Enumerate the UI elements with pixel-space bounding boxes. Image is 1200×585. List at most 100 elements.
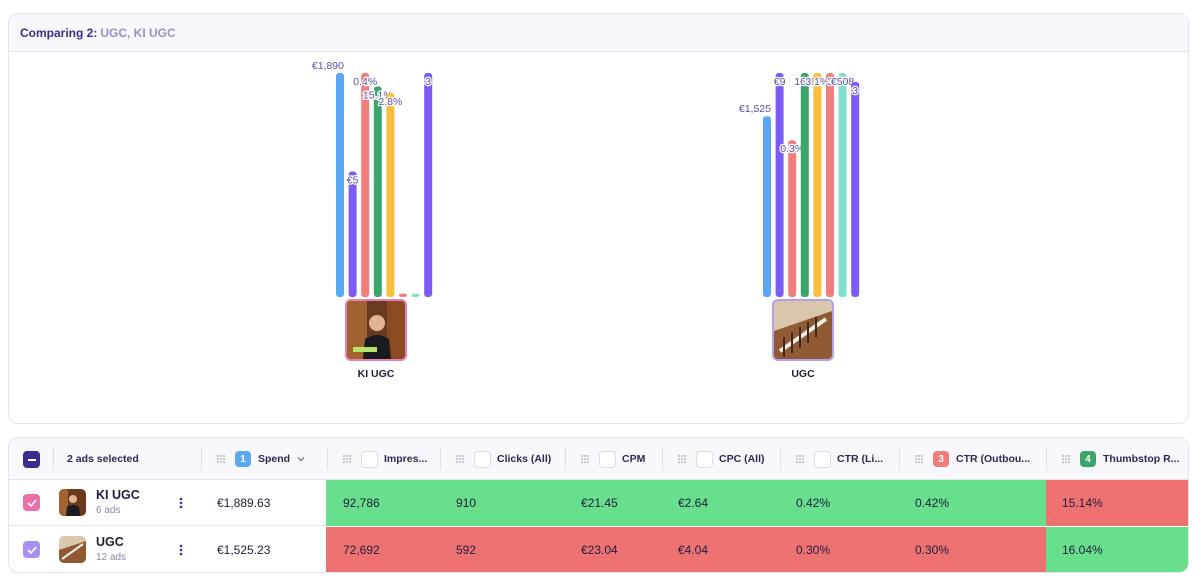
- cell-ctr-link: 0.30%: [796, 543, 831, 557]
- column-header-clicks[interactable]: Clicks (All): [455, 438, 551, 480]
- chart-bar[interactable]: [411, 293, 420, 297]
- chart-data-label: 16%: [794, 76, 815, 88]
- row-menu-button[interactable]: [173, 541, 189, 559]
- column-separator: [565, 448, 566, 470]
- chart-bar[interactable]: [800, 73, 809, 297]
- cell-ctr-link: 0.42%: [796, 496, 831, 510]
- cell-thumbstop: 16.04%: [1062, 543, 1103, 557]
- column-header-impressions[interactable]: Impres...: [342, 438, 427, 480]
- check-icon: [26, 498, 37, 507]
- ki-ugc-thumbnail[interactable]: [345, 299, 407, 361]
- chart-data-label: 15.1%: [363, 89, 393, 101]
- cell-cpc: €4.04: [678, 543, 709, 557]
- chart-bar[interactable]: [424, 73, 433, 297]
- cell-thumbstop: 15.14%: [1062, 496, 1103, 510]
- column-header-cpc[interactable]: CPC (All): [677, 438, 765, 480]
- cell-spend: €1,525.23: [217, 543, 271, 557]
- drag-handle-icon[interactable]: [795, 454, 805, 464]
- chart-bar[interactable]: [826, 73, 834, 297]
- chart-data-label: 3.1%: [805, 76, 829, 88]
- column-compare-checkbox[interactable]: [814, 450, 831, 468]
- column-separator: [53, 448, 54, 470]
- chart-bar[interactable]: [373, 86, 382, 297]
- row-checkbox[interactable]: [23, 541, 40, 558]
- drag-handle-icon[interactable]: [580, 454, 590, 464]
- column-separator: [1046, 448, 1047, 470]
- select-all-checkbox[interactable]: [23, 451, 40, 468]
- column-compare-checkbox[interactable]: [599, 450, 616, 468]
- drag-handle-icon[interactable]: [216, 454, 226, 464]
- comparison-panel: Comparing 2: UGC, KI UGC: [8, 13, 1189, 424]
- column-header-ctr-link[interactable]: CTR (Li...: [795, 438, 883, 480]
- ugc-thumbnail[interactable]: [772, 299, 834, 361]
- column-header-spend[interactable]: 1 Spend: [216, 438, 305, 480]
- column-separator: [327, 448, 328, 470]
- check-icon: [26, 545, 37, 554]
- column-header-ctr-outbound[interactable]: 3 CTR (Outbou...: [914, 438, 1030, 480]
- drag-handle-icon[interactable]: [1061, 454, 1071, 464]
- cell-clicks: 592: [456, 543, 477, 557]
- row-checkbox[interactable]: [23, 494, 40, 511]
- selected-count: 2 ads selected: [67, 453, 139, 465]
- column-compare-checkbox[interactable]: [474, 450, 491, 468]
- metric-highlight-good: [326, 480, 1046, 526]
- chart-bar[interactable]: [763, 116, 771, 298]
- metric-highlight-bad: [326, 527, 1046, 572]
- column-separator: [201, 448, 202, 470]
- ad-count: 6 ads: [96, 505, 121, 516]
- drag-handle-icon[interactable]: [914, 454, 924, 464]
- table-row[interactable]: KI UGC 6 ads €1,889.63 92,786 910 €21.45…: [9, 480, 1188, 526]
- sort-desc-icon[interactable]: [297, 455, 305, 463]
- chart-bar[interactable]: [838, 73, 847, 297]
- chart-data-label: 3: [827, 76, 833, 88]
- chart-bar[interactable]: [399, 293, 407, 297]
- chart-bar[interactable]: [348, 171, 357, 297]
- chart-data-label: 0.4%: [353, 76, 377, 88]
- chart-bar[interactable]: [851, 81, 860, 298]
- metric-highlight-good: [1046, 527, 1188, 572]
- chart-data-label: 3: [852, 85, 858, 97]
- table-row[interactable]: UGC 12 ads €1,525.23 72,692 592 €23.04 €…: [9, 527, 1188, 572]
- ad-name[interactable]: KI UGC: [96, 488, 140, 502]
- cell-ctr-outbound: 0.42%: [915, 496, 950, 510]
- ads-table: 2 ads selected 1 Spend Impres... Clicks …: [8, 437, 1189, 573]
- ugc-chart-label: UGC: [791, 368, 815, 380]
- column-rank-badge: 1: [235, 451, 251, 467]
- column-label-cpm: CPM: [622, 453, 646, 465]
- cell-clicks: 910: [456, 496, 477, 510]
- drag-handle-icon[interactable]: [677, 454, 687, 464]
- row-menu-button[interactable]: [173, 494, 189, 512]
- column-header-cpm[interactable]: CPM: [580, 438, 645, 480]
- comparison-bar-chart: €1,890 €1,525 €5 €9 0.4% 0.3% 15.1% 16% 2.8% 3.1%…: [311, 59, 860, 298]
- chart-bar[interactable]: [788, 140, 797, 297]
- cell-cpm: €23.04: [581, 543, 618, 557]
- column-compare-checkbox[interactable]: [696, 450, 713, 468]
- drag-handle-icon[interactable]: [342, 454, 352, 464]
- column-compare-checkbox[interactable]: [361, 450, 378, 468]
- chart-bar[interactable]: [386, 93, 395, 297]
- column-separator: [662, 448, 663, 470]
- chart-data-label: €5: [347, 175, 359, 187]
- ad-name[interactable]: UGC: [96, 535, 124, 549]
- chart-data-label: 0.3%: [780, 143, 804, 155]
- chart-bar[interactable]: [813, 73, 822, 297]
- chart-bar[interactable]: [775, 73, 784, 297]
- chart-data-label: 3: [425, 76, 431, 88]
- column-label-impressions: Impres...: [384, 453, 428, 465]
- ad-thumbnail[interactable]: [59, 536, 86, 563]
- drag-handle-icon[interactable]: [455, 454, 465, 464]
- comparison-names: UGC, KI UGC: [100, 25, 176, 40]
- ad-count: 12 ads: [96, 552, 127, 563]
- more-vertical-icon: [179, 544, 183, 556]
- ad-thumbnail[interactable]: [59, 489, 86, 516]
- column-label-thumbstop: Thumbstop R...: [1103, 453, 1180, 465]
- column-separator: [440, 448, 441, 470]
- chart-bar[interactable]: [336, 73, 344, 297]
- column-rank-badge: 4: [1080, 451, 1096, 467]
- chart-data-label: €508: [831, 76, 855, 88]
- chart-data-label: 2.8%: [378, 96, 402, 108]
- column-header-thumbstop[interactable]: 4 Thumbstop R...: [1061, 438, 1188, 480]
- column-label-spend: Spend: [258, 453, 291, 465]
- chart-bar[interactable]: [361, 73, 370, 297]
- more-vertical-icon: [179, 497, 183, 509]
